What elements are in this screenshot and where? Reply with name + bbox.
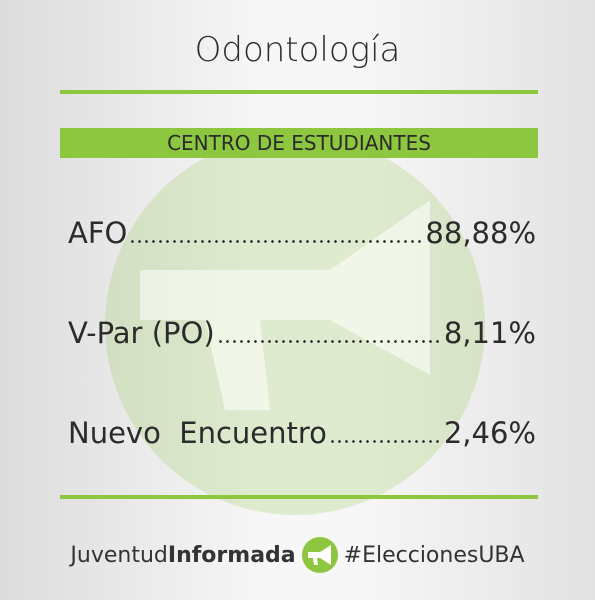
party-name: V-Par (PO): [68, 316, 215, 350]
dot-leader: [216, 340, 442, 343]
section-title: CENTRO DE ESTUDIANTES: [60, 128, 538, 158]
dot-leader: [328, 440, 442, 443]
dot-leader: [129, 240, 424, 243]
party-percent: 8,11%: [443, 316, 536, 350]
title: Odontología: [194, 30, 401, 70]
brand-bold: Informada: [167, 542, 296, 568]
watermark-megaphone: [140, 200, 430, 410]
footer: Juventud Informada #EleccionesUBA: [0, 535, 595, 575]
logo: [301, 537, 338, 573]
result-row: V-Par (PO) 8,11%: [68, 316, 536, 350]
divider: [60, 495, 538, 499]
result-row: AFO 88,88%: [68, 216, 536, 250]
brand-light: Juventud: [70, 542, 168, 568]
result-row: Nuevo Encuentro 2,46%: [68, 416, 536, 450]
party-name: Nuevo Encuentro: [68, 416, 327, 450]
divider: [60, 90, 538, 94]
party-name: AFO: [68, 216, 128, 250]
hashtag: #EleccionesUBA: [343, 542, 525, 568]
party-percent: 88,88%: [425, 216, 536, 250]
party-percent: 2,46%: [443, 416, 536, 450]
